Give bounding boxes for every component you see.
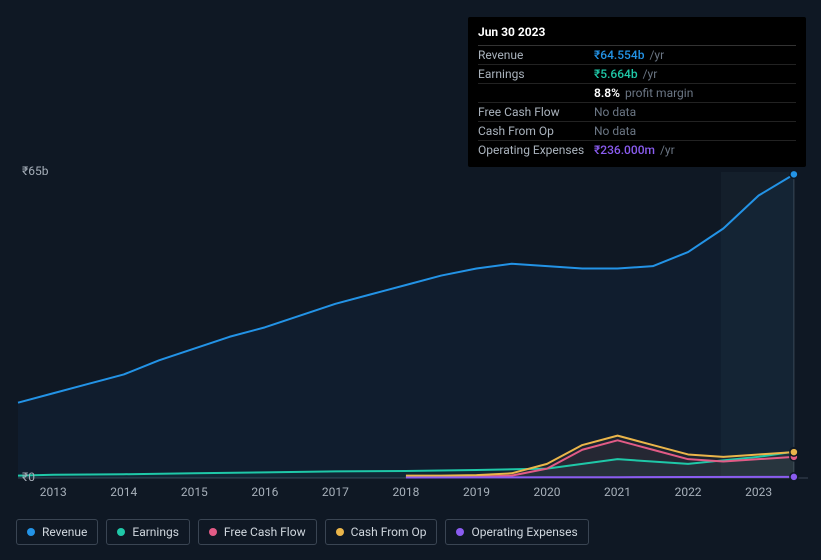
- legend-label: Operating Expenses: [471, 525, 577, 539]
- tooltip-row-label: Free Cash Flow: [478, 105, 594, 119]
- legend: Revenue Earnings Free Cash Flow Cash From O…: [16, 519, 589, 545]
- legend-swatch: [456, 528, 464, 536]
- legend-item[interactable]: Cash From Op: [325, 519, 438, 545]
- legend-swatch: [117, 528, 125, 536]
- x-tick-label: 2021: [598, 485, 638, 499]
- tooltip-row-label: [478, 86, 594, 100]
- legend-label: Earnings: [132, 525, 179, 539]
- legend-label: Free Cash Flow: [224, 525, 306, 539]
- tooltip-row: Earnings₹5.664b /yr: [478, 65, 796, 84]
- tooltip-row-value: No data: [594, 124, 636, 138]
- y-tick-label: ₹0: [22, 470, 35, 484]
- legend-item[interactable]: Earnings: [106, 519, 190, 545]
- x-tick-label: 2016: [245, 485, 285, 499]
- tooltip-row-value: 8.8% profit margin: [594, 86, 693, 100]
- x-tick-label: 2018: [386, 485, 426, 499]
- x-tick-label: 2020: [527, 485, 567, 499]
- legend-item[interactable]: Revenue: [16, 519, 98, 545]
- legend-item[interactable]: Free Cash Flow: [198, 519, 317, 545]
- tooltip-row-value: ₹5.664b /yr: [594, 67, 657, 81]
- legend-label: Cash From Op: [351, 525, 427, 539]
- tooltip-row: 8.8% profit margin: [478, 84, 796, 103]
- tooltip-row-label: Cash From Op: [478, 124, 594, 138]
- tooltip-row-value: ₹236.000m /yr: [594, 143, 675, 157]
- legend-swatch: [336, 528, 344, 536]
- tooltip-row-label: Revenue: [478, 48, 594, 62]
- legend-swatch: [209, 528, 217, 536]
- x-tick-label: 2019: [456, 485, 496, 499]
- x-tick-label: 2014: [104, 485, 144, 499]
- tooltip-row: Free Cash FlowNo data: [478, 103, 796, 122]
- tooltip-row-label: Operating Expenses: [478, 143, 594, 157]
- legend-label: Revenue: [42, 525, 87, 539]
- tooltip-date: Jun 30 2023: [478, 25, 796, 46]
- legend-item[interactable]: Operating Expenses: [445, 519, 588, 545]
- legend-swatch: [27, 528, 35, 536]
- x-tick-label: 2023: [739, 485, 779, 499]
- tooltip-row-label: Earnings: [478, 67, 594, 81]
- tooltip-row: Revenue₹64.554b /yr: [478, 46, 796, 65]
- x-tick-label: 2015: [174, 485, 214, 499]
- x-tick-label: 2022: [668, 485, 708, 499]
- x-tick-label: 2017: [315, 485, 355, 499]
- x-tick-label: 2013: [33, 485, 73, 499]
- y-tick-label: ₹65b: [22, 164, 48, 178]
- tooltip-row: Cash From OpNo data: [478, 122, 796, 141]
- tooltip-row: Operating Expenses₹236.000m /yr: [478, 141, 796, 159]
- hover-tooltip: Jun 30 2023 Revenue₹64.554b /yrEarnings₹…: [468, 17, 806, 167]
- tooltip-row-value: No data: [594, 105, 636, 119]
- tooltip-row-value: ₹64.554b /yr: [594, 48, 664, 62]
